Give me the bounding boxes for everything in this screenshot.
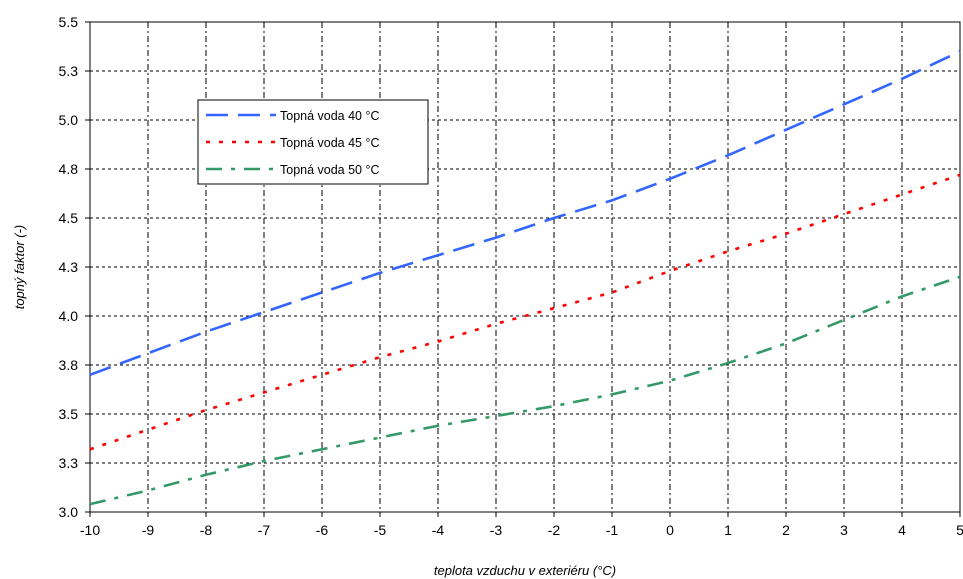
x-tick-label: -2 xyxy=(548,522,561,538)
series-group xyxy=(89,50,961,506)
legend-label-3: Topná voda 50 °C xyxy=(280,163,380,177)
x-tick-label: -8 xyxy=(200,522,213,538)
x-tick-label: 2 xyxy=(782,522,790,538)
legend-label-2: Topná voda 45 °C xyxy=(280,136,380,150)
x-tick-label: 1 xyxy=(724,522,732,538)
y-tick-label: 3.5 xyxy=(59,406,79,422)
x-axis-title: teplota vzduchu v exteriéru (°C) xyxy=(434,563,616,578)
y-tick-label: 5.0 xyxy=(59,112,79,128)
y-tick-label: 3.0 xyxy=(59,504,79,520)
x-tick-label: -4 xyxy=(432,522,445,538)
x-tick-label: -10 xyxy=(80,522,100,538)
x-tick-label: -3 xyxy=(490,522,503,538)
legend-box xyxy=(197,99,429,185)
x-tick-label: 0 xyxy=(666,522,674,538)
axes xyxy=(85,21,961,517)
tick-labels: -10 -9 -8 -7 -6 -5 -4 -3 -2 -1 0 1 2 3 4 53.03.33.53.84… xyxy=(59,14,963,538)
x-tick-label: -7 xyxy=(258,522,271,538)
y-tick-label: 5.5 xyxy=(59,14,79,30)
series-line-2 xyxy=(89,173,961,451)
y-tick-label: 4.0 xyxy=(59,308,79,324)
x-tick-label: -5 xyxy=(374,522,387,538)
legend-label-1: Topná voda 40 °C xyxy=(280,109,380,123)
y-tick-label: 4.8 xyxy=(59,161,79,177)
x-tick-label: 3 xyxy=(840,522,848,538)
y-tick-label: 4.5 xyxy=(59,210,79,226)
y-tick-label: 4.3 xyxy=(59,259,79,275)
series-line-1 xyxy=(89,50,961,377)
y-axis-title: topný faktor (-) xyxy=(12,225,27,310)
plot-border xyxy=(89,21,961,513)
x-tick-label: -1 xyxy=(606,522,619,538)
x-tick-label: -6 xyxy=(316,522,329,538)
x-tick-label: -9 xyxy=(142,522,155,538)
x-tick-label: 4 xyxy=(898,522,906,538)
y-tick-label: 5.3 xyxy=(59,63,79,79)
series-line-3 xyxy=(89,275,961,506)
legend: Topná voda 40 °C Topná voda 45 °C Topná vo… xyxy=(197,99,429,185)
x-tick-label: 5 xyxy=(956,522,963,538)
y-tick-label: 3.8 xyxy=(59,357,79,373)
y-tick-label: 3.3 xyxy=(59,455,79,471)
